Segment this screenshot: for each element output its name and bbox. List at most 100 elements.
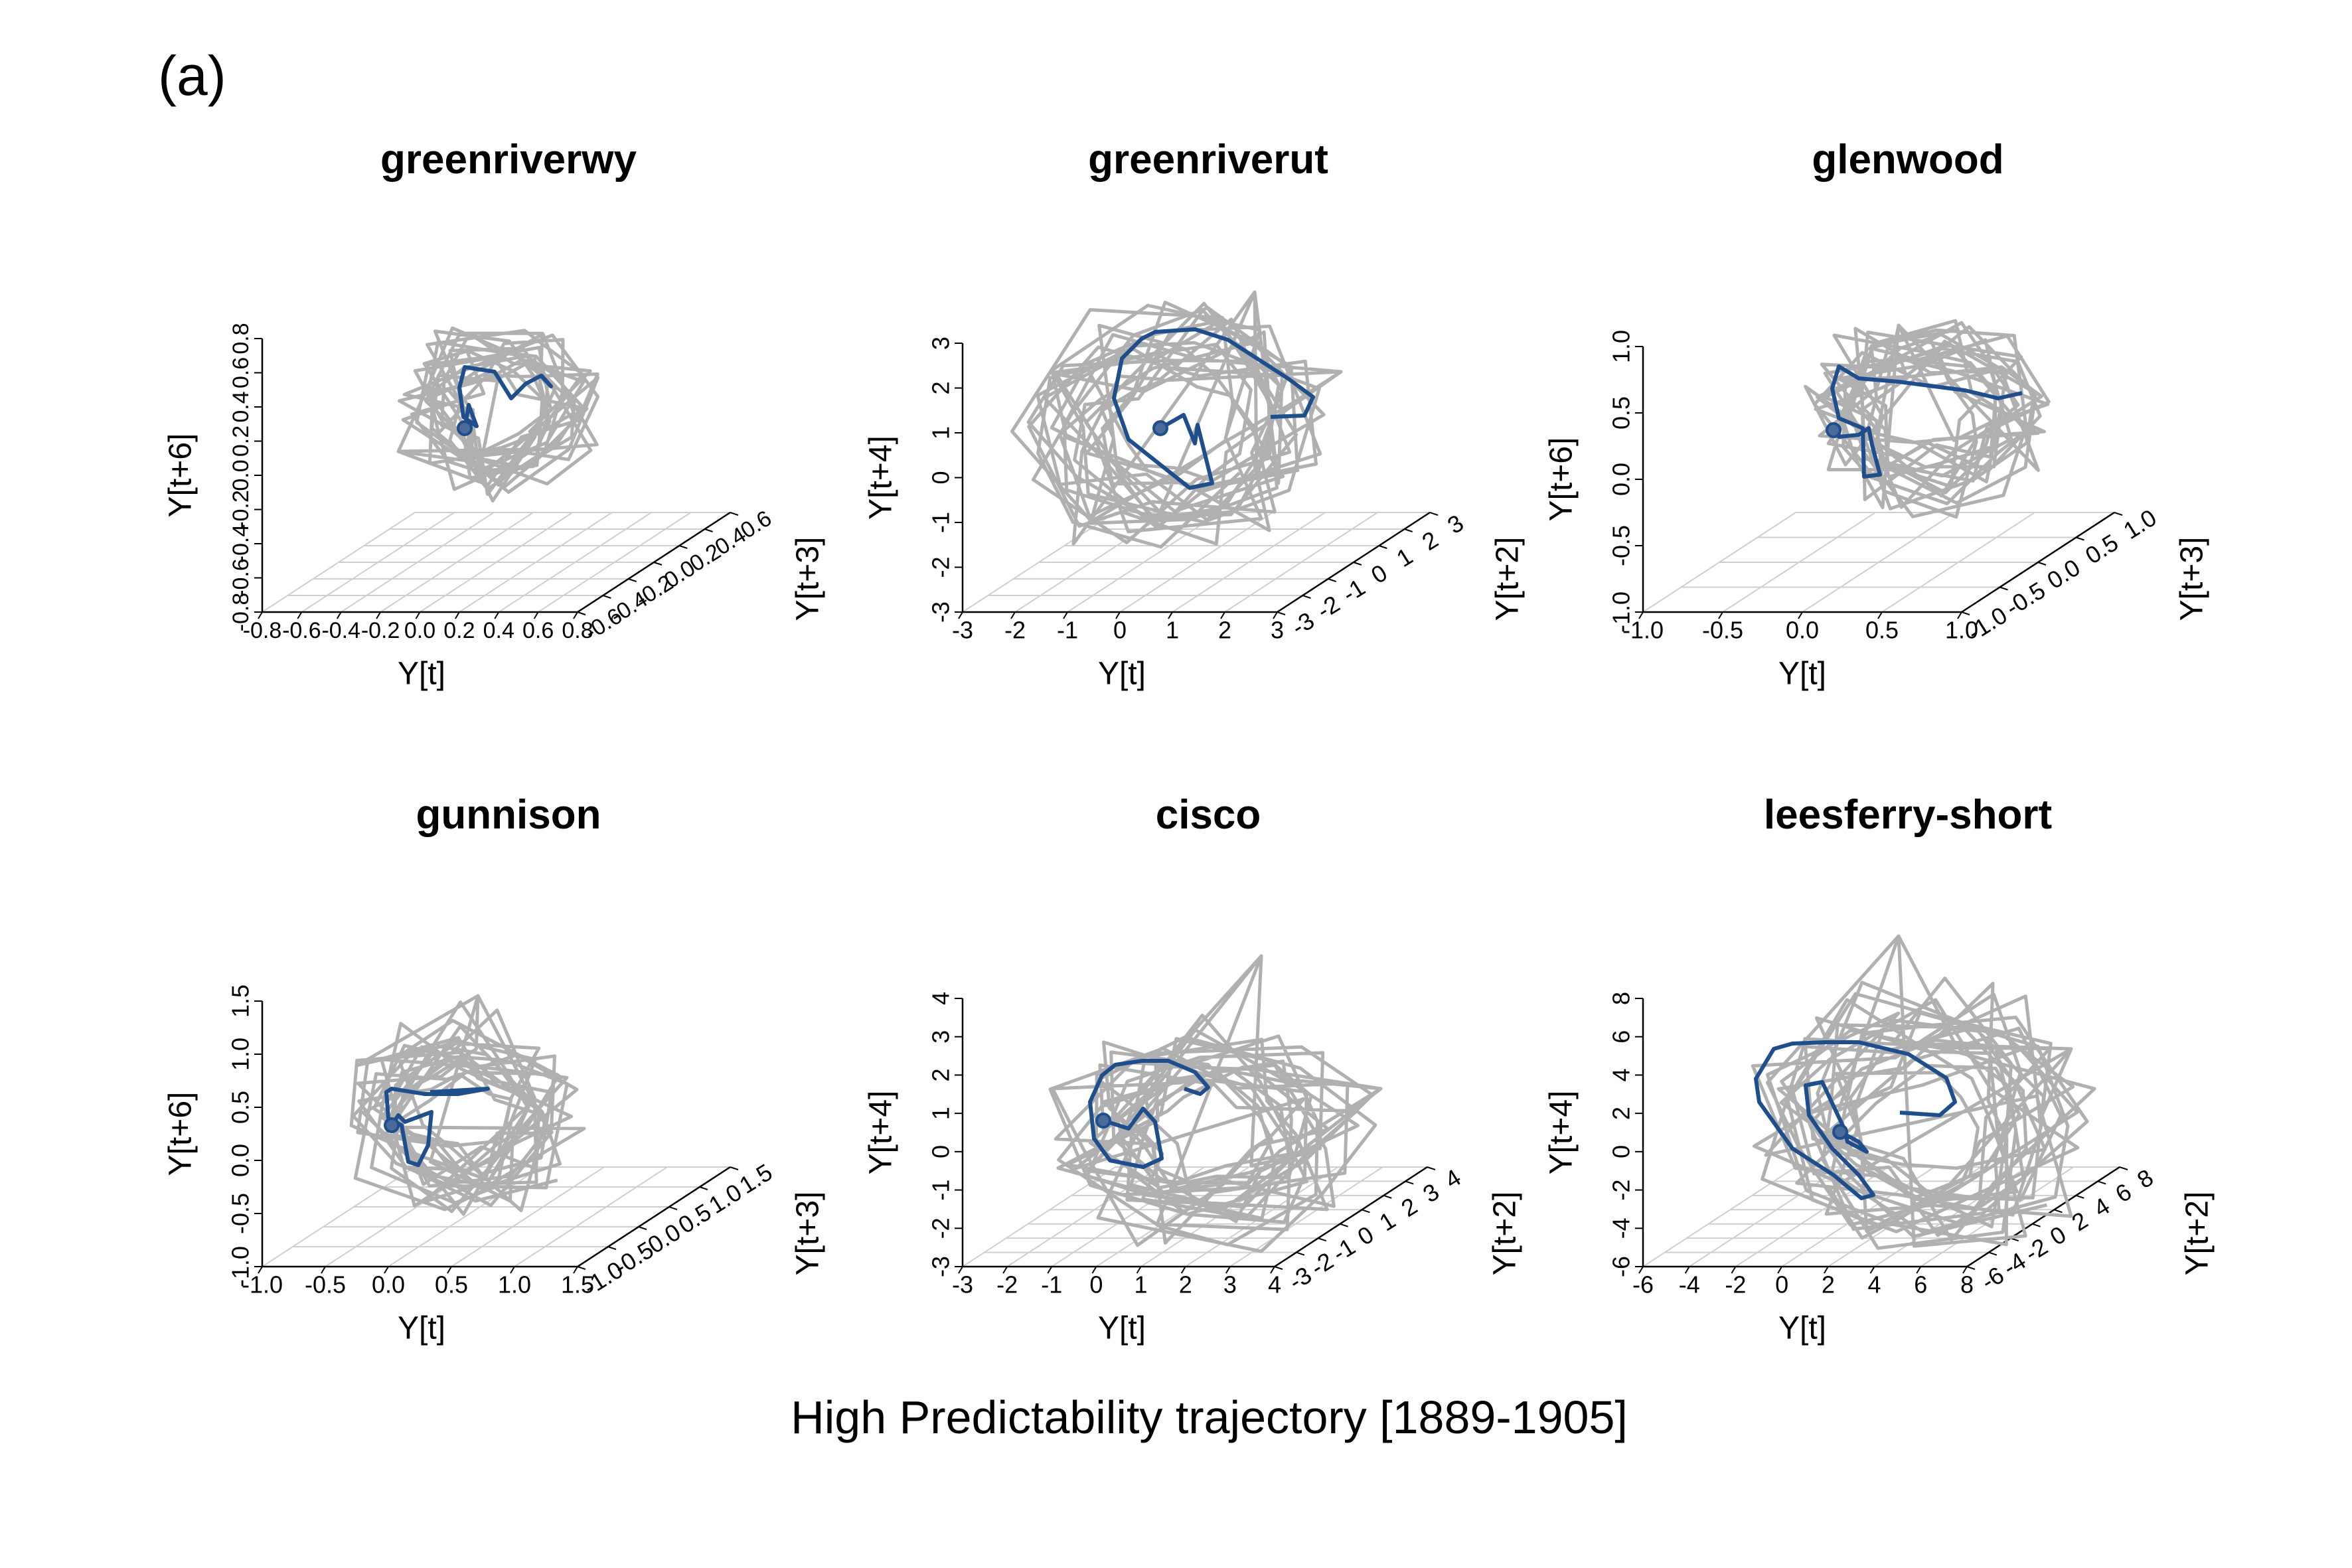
x-tick <box>447 1266 452 1274</box>
z-tick-label: -1.0 <box>227 1246 254 1287</box>
x-tick-label: 6 <box>1914 1271 1927 1298</box>
x-tick <box>376 611 381 619</box>
x-tick-label: -0.5 <box>305 1271 346 1298</box>
x-tick-label: 0.4 <box>483 618 514 643</box>
x-tick-label: -0.8 <box>243 618 282 643</box>
x-tick-label: -2 <box>996 1271 1018 1298</box>
chart-greenriverut: -3 -2 -1 0 1 2 3 -3-2-10123-3-2-10123Y[t]Y[t+2]… <box>864 290 1526 692</box>
x-tick-label: -3 <box>952 1271 973 1298</box>
y-tick-label: 4 <box>1440 1164 1466 1194</box>
x-tick <box>297 611 303 619</box>
x-tick-label: -0.2 <box>361 618 400 643</box>
chart-title-glenwood: glenwood <box>1812 137 2004 183</box>
trajectory-start-point <box>457 420 473 436</box>
z-axis-label: Y[t+6] <box>163 1092 198 1176</box>
x-tick-label: 2 <box>1218 617 1231 644</box>
x-axis-label: Y[t] <box>1778 657 1826 692</box>
chart-glenwood: -1.0 -0.5 0.0 0.5 1.0-1.0-0.50.00.51.0-1.0-0… <box>1544 319 2210 692</box>
y-tick-label: 1 <box>1391 542 1417 572</box>
x-tick-label: 1 <box>1166 617 1179 644</box>
z-tick-label: 1.0 <box>1608 330 1635 363</box>
y-axis-label: Y[t+3] <box>791 1192 826 1276</box>
y-axis-label: Y[t+2] <box>1490 537 1526 621</box>
y-tick <box>2076 536 2084 541</box>
y-tick <box>668 1206 678 1210</box>
y-tick <box>1988 1251 1998 1256</box>
z-axis-label: Y[t+4] <box>864 435 899 520</box>
z-tick-label: -6 <box>1608 1256 1635 1277</box>
z-tick-label: -1 <box>927 512 955 533</box>
z-tick-label: 1.0 <box>227 1038 254 1071</box>
y-tick <box>1274 1266 1283 1270</box>
z-axis-label: Y[t+6] <box>1544 437 1579 522</box>
y-tick <box>628 578 637 582</box>
y-tick-label: 3 <box>1443 509 1468 539</box>
x-tick-label: 1.0 <box>1945 617 1978 644</box>
y-tick <box>1302 595 1311 599</box>
x-tick-label: -6 <box>1632 1271 1654 1298</box>
x-tick <box>1823 1266 1829 1274</box>
z-tick-label: -0.2 <box>228 490 254 529</box>
x-tick <box>1638 1266 1644 1274</box>
x-tick <box>1916 1266 1922 1274</box>
x-tick-label: 3 <box>1223 1271 1237 1298</box>
x-tick <box>1684 1266 1690 1274</box>
y-tick <box>1379 545 1387 549</box>
y-tick <box>679 545 688 549</box>
y-tick <box>1404 528 1413 532</box>
y-tick-label: -3 <box>1287 607 1319 641</box>
x-tick <box>1168 611 1173 619</box>
x-tick-label: -3 <box>952 617 973 644</box>
z-tick-label: 1 <box>927 1107 955 1120</box>
z-tick-label: 2 <box>927 381 955 394</box>
background-trajectory <box>1048 954 1383 1253</box>
x-tick-label: 4 <box>1268 1271 1281 1298</box>
chart-title-greenriverwy: greenriverwy <box>380 137 637 183</box>
z-tick-label: 1.5 <box>227 984 254 1018</box>
z-axis-label: Y[t+4] <box>864 1091 899 1175</box>
y-tick <box>2114 512 2123 516</box>
background-trajectory <box>1751 934 2096 1250</box>
chart-cisco: -3 -2 -1 0 1 2 3 4 -3-2-101234-3-2-101234Y[t]Y[t… <box>864 954 1523 1346</box>
floor-grid-line <box>451 1166 605 1267</box>
x-tick <box>1091 1266 1097 1274</box>
floor-grid-line <box>1689 1166 1843 1267</box>
x-tick <box>1877 611 1883 619</box>
floor-grid-line <box>1006 1166 1160 1267</box>
y-tick <box>603 595 611 599</box>
x-tick-label: -2 <box>1004 617 1026 644</box>
x-tick-label: -1 <box>1041 1271 1062 1298</box>
y-tick <box>1277 611 1286 615</box>
background-trajectory <box>396 326 600 503</box>
y-tick-label: 4 <box>2088 1192 2114 1222</box>
x-tick-label: 0.2 <box>443 618 475 643</box>
trajectory-start-point <box>1826 422 1842 438</box>
y-tick <box>577 1266 586 1270</box>
y-tick <box>638 1226 647 1230</box>
x-tick <box>455 611 460 619</box>
z-tick-label: -2 <box>1608 1180 1635 1201</box>
x-tick <box>573 1266 578 1274</box>
x-tick <box>415 611 421 619</box>
y-tick <box>730 1166 739 1170</box>
figure-caption: High Predictability trajectory [1889-190… <box>791 1391 1628 1443</box>
x-tick <box>1798 611 1803 619</box>
y-tick <box>1961 611 1970 615</box>
x-tick <box>1638 611 1644 619</box>
z-tick-label: -3 <box>927 1256 955 1277</box>
z-tick-label: 0.0 <box>227 1144 254 1177</box>
highlight-trajectory <box>457 365 553 431</box>
x-tick <box>1731 1266 1737 1274</box>
y-axis-line <box>577 1166 731 1268</box>
z-axis-label: Y[t+4] <box>1544 1091 1579 1175</box>
y-tick <box>1429 512 1439 516</box>
y-tick <box>1966 1266 1976 1270</box>
y-tick <box>2119 1166 2128 1170</box>
z-tick-label: 4 <box>1608 1068 1635 1081</box>
x-tick-label: 1 <box>1135 1271 1148 1298</box>
z-tick-label: 1 <box>927 426 955 439</box>
x-tick <box>1136 1266 1142 1274</box>
z-tick-label: 0 <box>1608 1145 1635 1158</box>
x-axis-label: Y[t] <box>398 657 445 692</box>
